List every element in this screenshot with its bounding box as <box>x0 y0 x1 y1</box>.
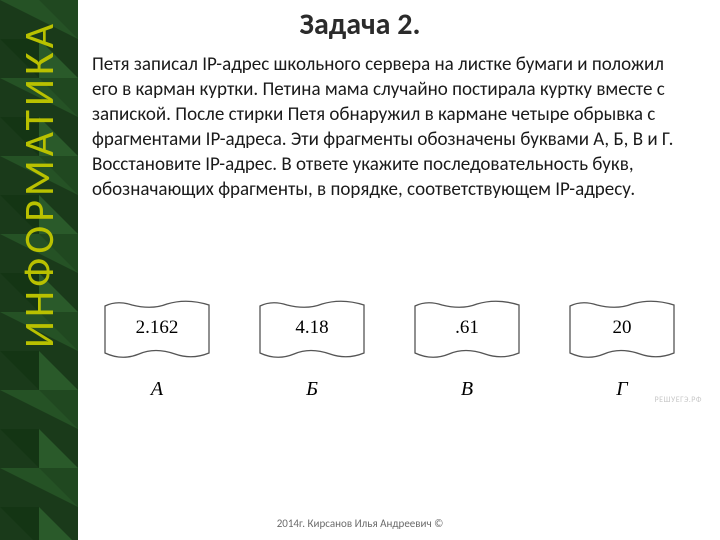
fragment-label-a: А <box>92 378 222 401</box>
fragment-d: 20 Г <box>557 298 687 401</box>
scrap-b-value: 4.18 <box>252 298 372 358</box>
fragment-label-b: Б <box>247 378 377 401</box>
sidebar-pattern: ИНФОРМАТИКА <box>0 0 78 540</box>
sidebar-vertical-title: ИНФОРМАТИКА <box>3 20 75 520</box>
scrap-d: 20 <box>562 298 682 368</box>
page-title: Задача 2. <box>0 6 720 43</box>
fragments-row: 2.162 А 4.18 Б .61 В 20 Г <box>92 298 687 401</box>
scrap-c: .61 <box>407 298 527 368</box>
fragment-c: .61 В <box>402 298 532 401</box>
fragment-b: 4.18 Б <box>247 298 377 401</box>
watermark: РЕШУЕГЭ.РФ <box>655 395 703 405</box>
footer-copyright: 2014г. Кирсанов Илья Андреевич © <box>0 517 720 530</box>
fragment-a: 2.162 А <box>92 298 222 401</box>
fragment-label-c: В <box>402 378 532 401</box>
scrap-b: 4.18 <box>252 298 372 368</box>
scrap-a: 2.162 <box>97 298 217 368</box>
scrap-a-value: 2.162 <box>97 298 217 358</box>
scrap-c-value: .61 <box>407 298 527 358</box>
sidebar-vertical-title-text: ИНФОРМАТИКА <box>14 20 65 348</box>
scrap-d-value: 20 <box>562 298 682 358</box>
problem-statement: Петя записал IP-адрес школьного сервера … <box>92 52 692 202</box>
